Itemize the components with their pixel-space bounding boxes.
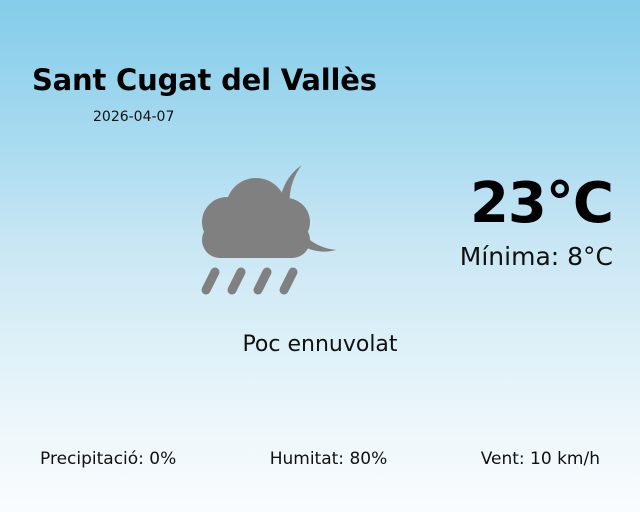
date-label: 2026-04-07 [93,109,175,125]
stat-wind: Vent: 10 km/h [480,449,600,469]
temperature-block: 23°C Mínima: 8°C [459,171,614,271]
stat-precipitation: Precipitació: 0% [40,449,177,469]
condition-label: Poc ennuvolat [242,332,398,357]
minimum-temperature: Mínima: 8°C [459,242,613,271]
current-temperature: 23°C [469,171,614,236]
page-title: Sant Cugat del Vallès [32,63,377,97]
cloud-moon-rain-icon [180,160,350,310]
stats-row: Precipitació: 0% Humitat: 80% Vent: 10 k… [40,449,600,469]
stat-humidity: Humitat: 80% [269,449,388,469]
